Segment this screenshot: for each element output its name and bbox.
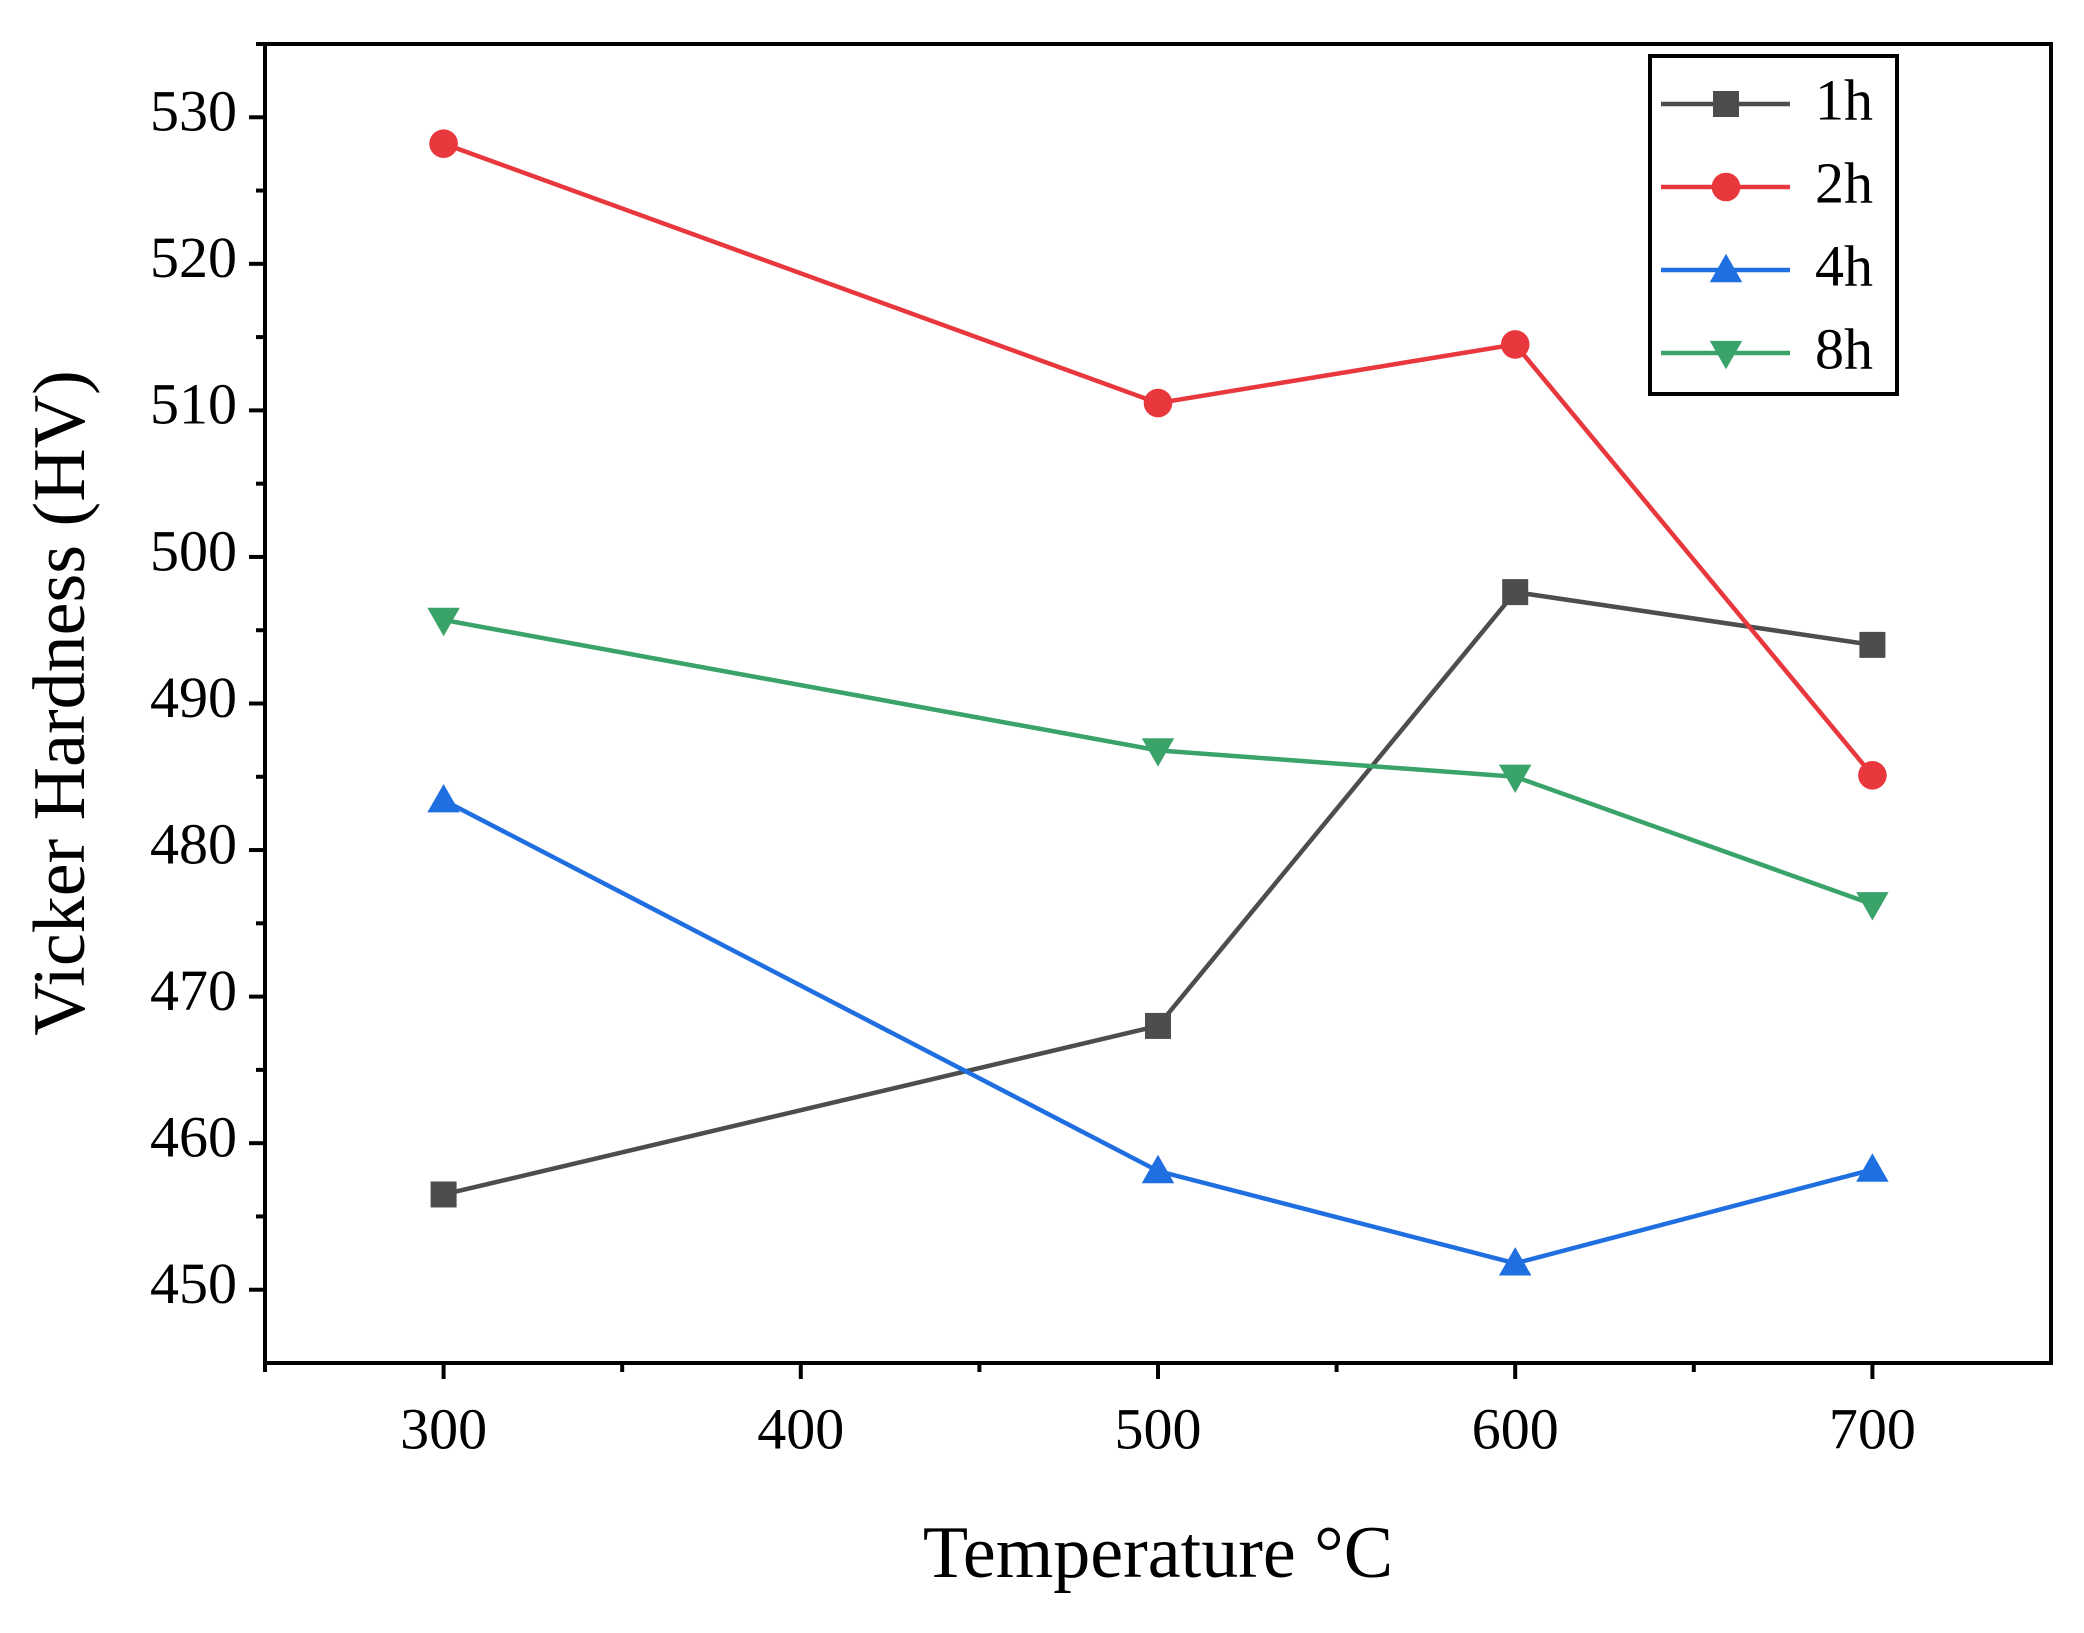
legend-label: 1h — [1815, 67, 1873, 132]
y-tick-label: 470 — [150, 958, 237, 1023]
x-tick-label: 300 — [400, 1396, 487, 1461]
marker — [1858, 761, 1887, 790]
marker — [1709, 340, 1743, 370]
x-tick-label: 600 — [1472, 1396, 1559, 1461]
marker — [1141, 1154, 1175, 1184]
marker — [1713, 91, 1739, 117]
marker — [1141, 738, 1175, 767]
plot-frame — [263, 42, 2053, 1365]
legend-label: 2h — [1815, 150, 1873, 215]
x-tick-label: 400 — [757, 1396, 844, 1461]
marker — [1500, 330, 1530, 359]
y-tick-label: 520 — [150, 225, 237, 290]
y-tick-label: 530 — [150, 79, 237, 144]
marker — [1498, 764, 1532, 794]
series-line — [443, 589, 1873, 1197]
marker — [1859, 631, 1886, 658]
x-tick-label: 500 — [1115, 1396, 1202, 1461]
marker — [1143, 388, 1173, 418]
marker — [1502, 579, 1529, 606]
y-axis-title: Vicker Hardness (HV) — [19, 370, 101, 1035]
series-line — [442, 798, 1873, 1266]
legend-label: 4h — [1815, 233, 1873, 298]
marker — [427, 783, 460, 813]
marker — [1856, 1153, 1889, 1182]
marker — [1711, 172, 1741, 202]
marker — [1856, 892, 1889, 921]
series-line — [443, 617, 1874, 907]
y-tick-label: 450 — [150, 1251, 237, 1316]
y-tick-label: 460 — [150, 1104, 237, 1169]
marker — [427, 607, 460, 637]
marker — [430, 1181, 457, 1208]
x-axis-title: Temperature °C — [923, 1512, 1393, 1594]
legend-label: 8h — [1815, 316, 1873, 381]
marker — [1145, 1012, 1171, 1039]
marker — [1498, 1247, 1532, 1276]
legend-box — [1648, 54, 1899, 396]
y-tick-label: 490 — [150, 665, 237, 730]
y-tick-label: 510 — [150, 372, 237, 437]
y-tick-label: 500 — [150, 518, 237, 583]
marker — [429, 129, 458, 158]
x-tick-label: 700 — [1829, 1396, 1916, 1461]
series-line — [442, 141, 1875, 777]
y-tick-label: 480 — [150, 811, 237, 876]
marker — [1709, 253, 1743, 283]
